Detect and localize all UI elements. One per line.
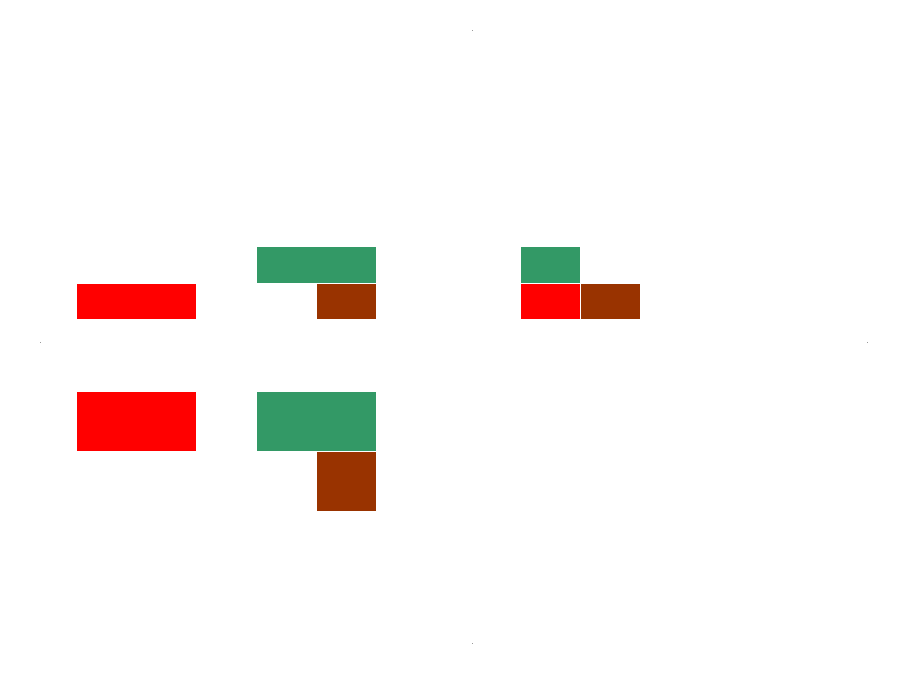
- brown-block: [317, 452, 376, 511]
- marker-dot-right: [867, 342, 868, 343]
- red-block: [77, 392, 196, 451]
- red-block: [521, 284, 580, 319]
- green-block: [257, 392, 376, 451]
- brown-block: [581, 284, 640, 319]
- green-block: [521, 247, 580, 283]
- marker-dot-left: [40, 342, 41, 343]
- brown-block: [317, 284, 376, 319]
- marker-dot-top: [472, 30, 473, 31]
- marker-dot-bottom: [472, 643, 473, 644]
- red-block: [77, 284, 196, 319]
- green-block: [257, 247, 376, 283]
